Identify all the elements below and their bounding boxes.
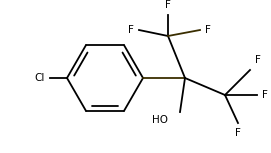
Text: F: F: [255, 55, 261, 65]
Text: Cl: Cl: [35, 73, 45, 83]
Text: F: F: [128, 25, 134, 35]
Text: HO: HO: [152, 115, 168, 125]
Text: F: F: [235, 128, 241, 138]
Text: F: F: [262, 90, 268, 100]
Text: F: F: [165, 0, 171, 10]
Text: F: F: [205, 25, 211, 35]
